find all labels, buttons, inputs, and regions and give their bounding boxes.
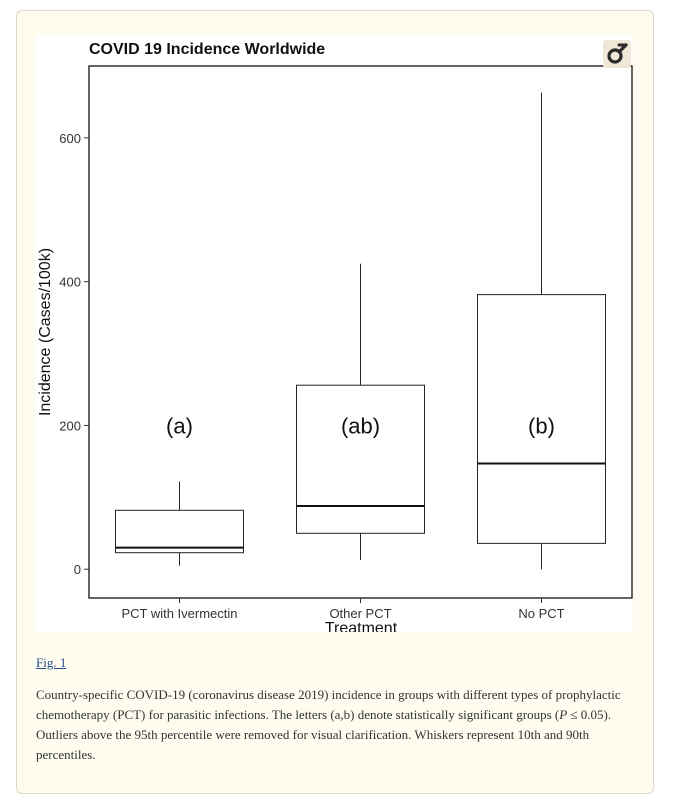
group-annotation: (b) bbox=[528, 413, 555, 438]
y-tick-label: 200 bbox=[59, 418, 81, 433]
x-tick-label: PCT with Ivermectin bbox=[121, 606, 237, 621]
caption-text-part1: Country-specific COVID-19 (coronavirus d… bbox=[36, 687, 621, 722]
y-axis-label: Incidence (Cases/100k) bbox=[37, 248, 54, 416]
caption-p-symbol: P bbox=[559, 707, 568, 722]
box-group bbox=[115, 481, 244, 566]
chart-title: COVID 19 Incidence Worldwide bbox=[89, 41, 325, 58]
y-tick-label: 600 bbox=[59, 131, 81, 146]
box bbox=[115, 509, 244, 554]
boxes bbox=[115, 92, 606, 570]
figure-link[interactable]: Fig. 1 bbox=[36, 655, 67, 670]
gender-symbol-icon[interactable] bbox=[603, 40, 631, 68]
figure-panel: COVID 19 Incidence Worldwide 0 200 400 600 … bbox=[36, 36, 633, 637]
figure-caption: Country-specific COVID-19 (coronavirus d… bbox=[36, 685, 636, 765]
y-tick-label: 0 bbox=[74, 562, 81, 577]
box bbox=[477, 294, 606, 544]
gender-symbol-glyph bbox=[607, 43, 628, 64]
box-group bbox=[296, 263, 425, 560]
group-annotation: (a) bbox=[166, 413, 193, 438]
boxplot-chart: COVID 19 Incidence Worldwide 0200400600 … bbox=[37, 41, 633, 637]
annotations: (a) (ab) (b) bbox=[166, 413, 555, 438]
caption-text-part2: ≤ 0.05). Outliers above the 95th percent… bbox=[36, 707, 612, 762]
x-axis: PCT with Ivermectin Other PCT No PCT bbox=[121, 598, 565, 621]
x-axis-label: Treatment bbox=[325, 620, 398, 632]
x-tick-label: Other PCT bbox=[329, 606, 391, 621]
group-annotation: (ab) bbox=[341, 413, 380, 438]
box bbox=[296, 384, 425, 534]
box-group bbox=[477, 92, 606, 570]
y-axis: 0 200 400 600 bbox=[59, 131, 89, 577]
x-tick-label: No PCT bbox=[518, 606, 564, 621]
y-tick-label: 400 bbox=[59, 275, 81, 290]
